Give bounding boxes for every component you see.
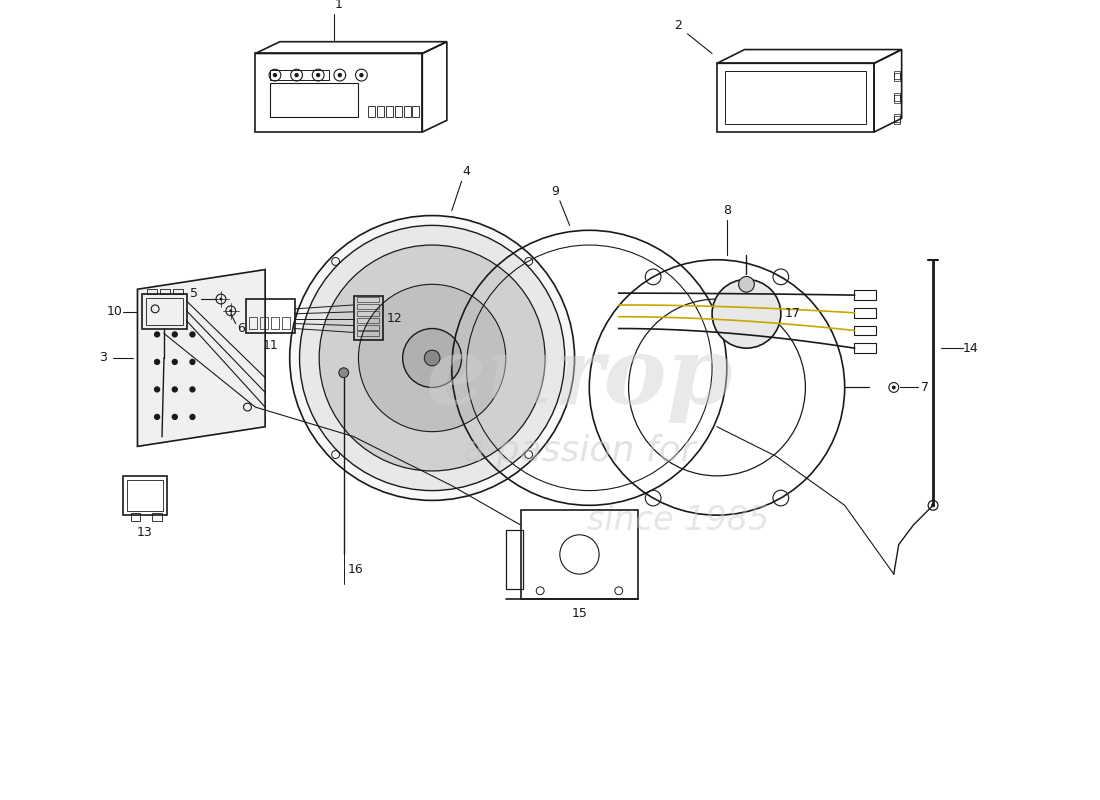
Circle shape [173,359,177,364]
Bar [358,318,379,322]
Bar [894,94,900,102]
Bar [855,343,876,353]
Bar [271,83,359,118]
Text: 17: 17 [784,307,801,320]
Text: 8: 8 [723,204,730,217]
Bar [520,510,638,598]
Circle shape [173,414,177,419]
Circle shape [173,387,177,392]
Bar [358,325,379,330]
Bar [146,298,183,325]
Bar [412,106,419,118]
Circle shape [339,368,349,378]
Circle shape [190,387,195,392]
Bar [404,106,410,118]
Bar [894,71,900,79]
Circle shape [274,74,276,77]
Bar [395,106,402,118]
Text: 11: 11 [262,338,278,352]
Bar [271,317,279,329]
Bar [386,106,393,118]
Bar [358,311,379,316]
Bar [894,114,900,122]
Bar [368,106,375,118]
Text: since 1985: since 1985 [586,503,769,537]
Bar [173,290,183,294]
Text: 6: 6 [236,322,244,335]
Circle shape [190,359,195,364]
Circle shape [289,215,574,501]
Circle shape [403,329,462,387]
Bar [855,308,876,318]
Bar [894,93,900,101]
Text: 7: 7 [921,381,929,394]
Bar [152,513,162,521]
Bar [131,513,141,521]
Circle shape [360,74,363,77]
Circle shape [738,277,755,292]
Circle shape [892,386,895,390]
Bar [855,326,876,335]
Circle shape [712,279,781,348]
Text: 2: 2 [674,19,682,33]
Bar [377,106,384,118]
Bar [353,296,383,340]
Circle shape [220,298,222,301]
Bar [245,299,295,334]
Circle shape [155,332,160,337]
Circle shape [319,245,546,471]
Bar [160,290,169,294]
Circle shape [155,387,160,392]
Text: 4: 4 [463,165,471,178]
Text: europ: europ [426,333,734,422]
Bar [147,290,157,294]
Text: 15: 15 [572,607,587,620]
Bar [261,317,268,329]
Circle shape [190,414,195,419]
Bar [250,317,257,329]
Circle shape [339,74,341,77]
Bar [123,476,167,515]
Circle shape [173,332,177,337]
Circle shape [190,332,195,337]
Bar [358,331,379,336]
Text: 9: 9 [551,185,559,198]
Text: 10: 10 [107,306,123,318]
Circle shape [155,414,160,419]
Bar [855,290,876,300]
Text: 3: 3 [99,351,107,365]
Bar [358,304,379,309]
Text: 13: 13 [136,526,152,539]
Text: 12: 12 [387,312,403,325]
Bar [358,297,379,302]
Circle shape [425,350,440,366]
Bar [894,73,900,81]
Bar [271,70,329,80]
Circle shape [359,284,506,432]
Bar [126,480,163,511]
Bar [506,530,524,589]
Circle shape [931,503,935,507]
Text: 5: 5 [190,286,198,300]
Polygon shape [138,270,265,446]
Bar [142,294,187,329]
Bar [894,116,900,124]
Bar [725,71,867,124]
Circle shape [317,74,320,77]
Circle shape [155,359,160,364]
Text: a passion for: a passion for [463,434,696,468]
Text: 14: 14 [962,342,978,354]
Text: 16: 16 [348,562,363,576]
Bar [282,317,289,329]
Text: 1: 1 [334,0,343,11]
Circle shape [299,226,564,490]
Circle shape [229,310,232,312]
Circle shape [295,74,298,77]
